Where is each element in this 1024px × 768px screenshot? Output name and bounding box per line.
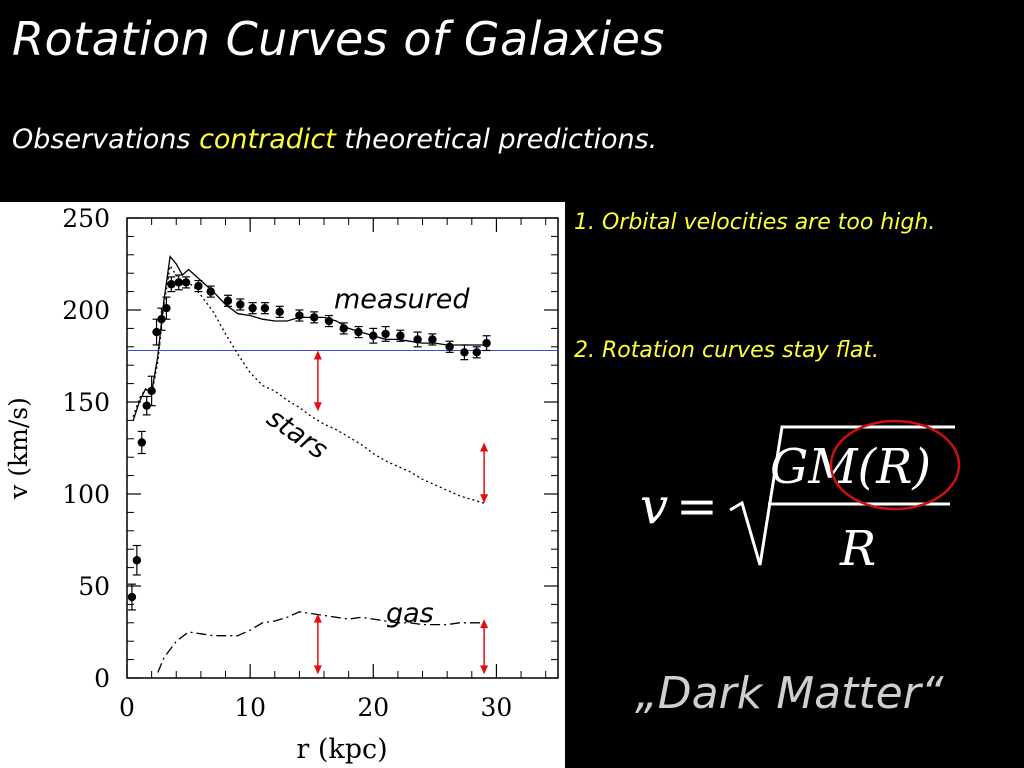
slide-subtitle: Observations contradict theoretical pred…: [12, 124, 657, 155]
data-point: [428, 335, 437, 344]
data-point: [309, 313, 319, 322]
y-axis-label: v (km/s): [4, 397, 33, 500]
subtitle-post: theoretical predictions.: [335, 124, 658, 155]
data-point: [445, 342, 454, 351]
arrow-head-down: [313, 402, 322, 412]
x-tick-label: 20: [357, 693, 389, 722]
y-tick-label: 50: [78, 572, 110, 601]
slide-title: Rotation Curves of Galaxies: [12, 12, 665, 66]
annotation-stars: stars: [261, 402, 333, 465]
data-point: [162, 303, 171, 313]
arrow-head-down: [480, 494, 489, 504]
data-point: [194, 281, 203, 291]
data-point: [248, 303, 257, 313]
arrow-group: [313, 350, 489, 675]
subtitle-highlight: contradict: [199, 124, 336, 155]
measured-points: [127, 274, 491, 611]
annotation-gas: gas: [386, 598, 434, 629]
highlight-circle: [829, 419, 961, 511]
data-point: [152, 327, 161, 337]
data-point: [460, 348, 469, 357]
tick-marks: [126, 217, 558, 679]
y-tick-label: 0: [94, 664, 110, 693]
data-point: [142, 401, 151, 410]
y-tick-label: 100: [62, 480, 110, 509]
subtitle-pre: Observations: [12, 124, 200, 155]
sqrt-sign: [729, 425, 955, 566]
data-point: [236, 300, 245, 309]
data-point: [132, 556, 142, 565]
arrow-head-down: [480, 665, 489, 675]
plot-frame: [126, 217, 559, 679]
data-point: [206, 287, 215, 296]
formula-svg: v = GM(R) R: [640, 419, 961, 577]
arrow-head-up: [313, 613, 322, 623]
x-tick-label: 0: [119, 693, 135, 722]
y-tick-label: 250: [62, 204, 110, 233]
x-tick-label: 30: [481, 693, 513, 722]
data-point: [167, 280, 176, 289]
velocity-formula: v = GM(R) R: [630, 415, 970, 589]
data-point: [275, 307, 284, 317]
chart-svg: 0 10 20 30 0 50 100 150 200 250 measured stars ga…: [4, 204, 559, 765]
data-point: [260, 303, 270, 313]
x-axis-label: r (kpc): [296, 734, 387, 765]
data-point: [381, 329, 390, 339]
data-point: [223, 296, 233, 305]
formula-equals: =: [676, 477, 718, 535]
x-tick-label: 10: [234, 693, 266, 722]
data-point: [369, 331, 378, 340]
data-point: [295, 311, 304, 320]
annotation-measured: measured: [334, 284, 470, 315]
arrow-head-down: [313, 665, 322, 675]
y-tick-label: 150: [62, 388, 110, 417]
data-point: [174, 278, 183, 287]
data-point: [324, 316, 334, 326]
formula-numerator: GM(R): [770, 439, 931, 495]
data-point: [147, 386, 156, 396]
formula-lhs: v: [640, 477, 668, 535]
data-point: [354, 327, 363, 337]
arrow-head-up: [480, 442, 489, 452]
data-point: [137, 438, 146, 447]
point-flat-curves: 2. Rotation curves stay flat.: [574, 338, 879, 363]
dark-matter-label: „Dark Matter“: [635, 668, 944, 719]
data-point: [413, 335, 422, 344]
point-orbital-velocities: 1. Orbital velocities are too high.: [574, 210, 936, 235]
arrow-head-up: [480, 619, 489, 629]
data-point: [181, 278, 191, 287]
rotation-curve-chart: 0 10 20 30 0 50 100 150 200 250 measured stars ga…: [0, 202, 565, 768]
data-point: [472, 348, 481, 357]
formula-denominator: R: [839, 521, 876, 577]
data-point: [396, 331, 405, 340]
data-point: [482, 338, 491, 348]
arrow-head-up: [313, 350, 322, 360]
data-point: [127, 592, 137, 602]
y-tick-label: 200: [62, 296, 110, 325]
data-point: [339, 324, 348, 333]
series-line-stars: [132, 264, 485, 504]
data-point: [157, 315, 166, 324]
tick-labels: 0 10 20 30 0 50 100 150 200 250: [62, 204, 512, 722]
